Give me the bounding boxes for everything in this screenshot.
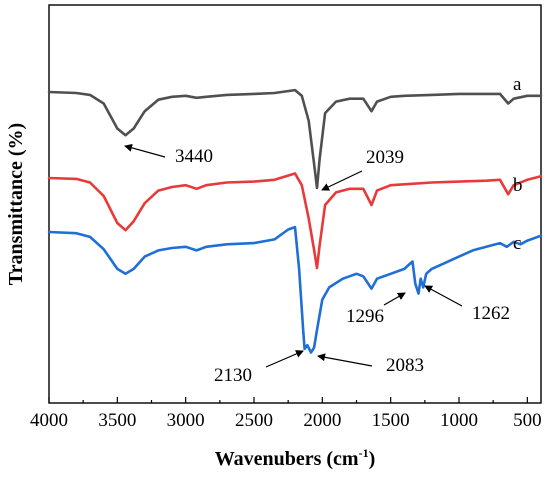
- x-tick-label: 1000: [440, 410, 478, 431]
- peak-label-2130: 2130: [214, 365, 252, 386]
- x-tick-label: 3000: [167, 410, 205, 431]
- x-tick-label: 4000: [30, 410, 68, 431]
- peak-label-2083: 2083: [386, 355, 424, 376]
- peak-arrow-3440: [124, 143, 166, 158]
- spectra-series: [47, 88, 543, 354]
- peak-arrow-1262: [424, 285, 463, 307]
- series-line-b: [47, 172, 543, 270]
- peak-label-1296: 1296: [346, 306, 384, 327]
- series-label-c: c: [513, 233, 521, 254]
- series-label-a: a: [513, 74, 522, 95]
- peak-arrow-2083: [317, 353, 373, 367]
- peak-label-1262: 1262: [472, 303, 510, 324]
- peak-annotations: 3440 2039 2130 2083 1296 1262: [124, 143, 510, 386]
- x-tick-label: 500: [513, 410, 542, 431]
- x-axis-ticks: 4000 3500 3000 2500 2000 1500 1000 500: [30, 397, 542, 431]
- peak-arrow-1296: [383, 292, 406, 306]
- y-axis-title: Transmittance (%): [5, 123, 27, 285]
- x-axis-title-main: Wavenubers (cm: [215, 448, 359, 470]
- x-tick-label: 2500: [235, 410, 273, 431]
- peak-arrow-2130: [265, 350, 304, 368]
- series-labels: a b c: [513, 74, 523, 254]
- series-line-c: [47, 225, 543, 354]
- series-label-b: b: [513, 175, 523, 196]
- x-tick-label: 2000: [303, 410, 341, 431]
- x-axis-title-superscript: -1: [359, 446, 369, 460]
- peak-label-3440: 3440: [175, 146, 213, 167]
- peak-arrow-2039: [321, 170, 363, 191]
- peak-label-2039: 2039: [366, 147, 404, 168]
- x-tick-label: 1500: [372, 410, 410, 431]
- x-axis-title: Wavenubers (cm-1): [215, 446, 376, 470]
- plot-frame: [48, 4, 542, 404]
- series-line-a: [47, 88, 543, 190]
- x-axis-title-tail: ): [369, 448, 376, 470]
- x-tick-label: 3500: [98, 410, 136, 431]
